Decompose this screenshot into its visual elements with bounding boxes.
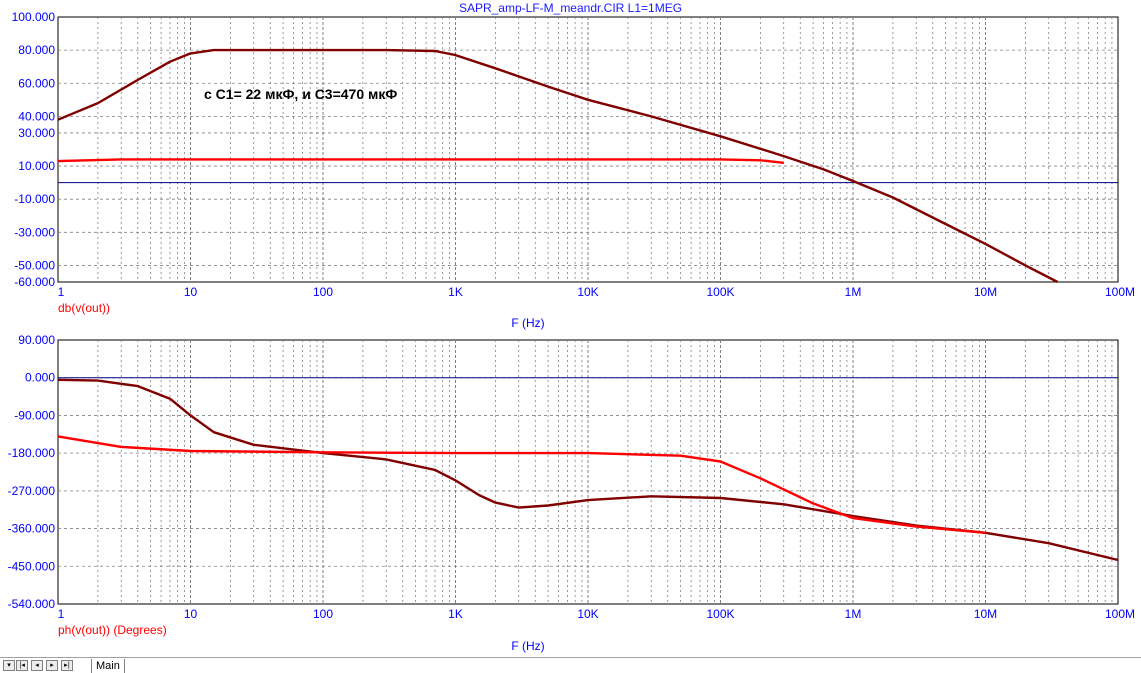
x-tick-label: 1M — [845, 607, 862, 621]
scroll-down-icon[interactable]: ▾ — [3, 660, 15, 671]
y-tick-label: -50.000 — [14, 258, 55, 272]
x-tick-label: 10 — [184, 285, 198, 299]
magnitude-grid — [57, 16, 1119, 283]
y-tick-label: 40.000 — [18, 109, 55, 123]
y-tick-label: -30.000 — [14, 225, 55, 239]
next-icon[interactable]: ▸ — [46, 660, 58, 671]
y-tick-label: -180.000 — [8, 446, 56, 460]
y-tick-label: -10.000 — [14, 192, 55, 206]
prev-icon[interactable]: ◂ — [31, 660, 43, 671]
y-tick-label: -270.000 — [8, 484, 56, 498]
y-tick-label: -90.000 — [14, 408, 55, 422]
x-tick-label: 100M — [1105, 285, 1135, 299]
magnitude-series — [57, 48, 1059, 284]
phase-series — [57, 378, 1119, 562]
first-icon[interactable]: |◂ — [16, 660, 28, 671]
y-tick-label: -540.000 — [8, 597, 56, 611]
magnitude-tick-labels: 100.000 80.000 60.000 40.000 30.000 10.000 -10… — [12, 10, 1135, 330]
series-line-1 — [57, 378, 1119, 562]
x-tick-label: 10 — [184, 607, 198, 621]
x-tick-label: 10M — [974, 607, 997, 621]
y-tick-label: 60.000 — [18, 76, 55, 90]
x-axis-label: F (Hz) — [511, 639, 544, 653]
phase-grid — [57, 339, 1119, 605]
y-tick-label: 90.000 — [18, 333, 55, 347]
y-tick-label: 100.000 — [12, 10, 56, 24]
y-tick-label: 30.000 — [18, 126, 55, 140]
x-tick-label: 1K — [448, 285, 463, 299]
x-tick-label: 100K — [706, 607, 734, 621]
x-tick-label: 10K — [577, 285, 598, 299]
x-tick-label: 100M — [1105, 607, 1135, 621]
x-tick-label: 100 — [313, 607, 333, 621]
x-tick-label: 10K — [577, 607, 598, 621]
x-tick-label: 1 — [58, 607, 65, 621]
y-axis-label: db(v(out)) — [58, 301, 110, 315]
series-line-1 — [57, 48, 1059, 284]
x-tick-label: 100 — [313, 285, 333, 299]
y-tick-label: 80.000 — [18, 43, 55, 57]
y-tick-label: -360.000 — [8, 522, 56, 536]
window-title: SAPR_amp-LF-M_meandr.CIR L1=1MEG — [458, 1, 683, 15]
annotation-text: с С1= 22 мкФ, и С3=470 мкФ — [204, 86, 398, 102]
tab-main[interactable]: Main — [91, 659, 125, 673]
series-line-2 — [57, 158, 784, 164]
y-tick-label: 0.000 — [25, 371, 55, 385]
x-tick-label: 10M — [974, 285, 997, 299]
x-tick-label: 1 — [58, 285, 65, 299]
y-tick-label: -60.000 — [14, 275, 55, 289]
tab-bar: ▾ |◂ ◂ ▸ ▸| Main — [0, 657, 1141, 673]
y-tick-label: 10.000 — [18, 159, 55, 173]
last-icon[interactable]: ▸| — [61, 660, 73, 671]
x-tick-label: 1M — [845, 285, 862, 299]
y-tick-label: -450.000 — [8, 559, 56, 573]
x-axis-label: F (Hz) — [511, 316, 544, 330]
series-line-2 — [57, 435, 986, 534]
x-tick-label: 1K — [448, 607, 463, 621]
phase-tick-labels: 90.000 0.000 -90.000 -180.000 -270.000 -360.0… — [8, 333, 1135, 653]
x-tick-label: 100K — [706, 285, 734, 299]
y-axis-label: ph(v(out)) (Degrees) — [58, 623, 167, 637]
